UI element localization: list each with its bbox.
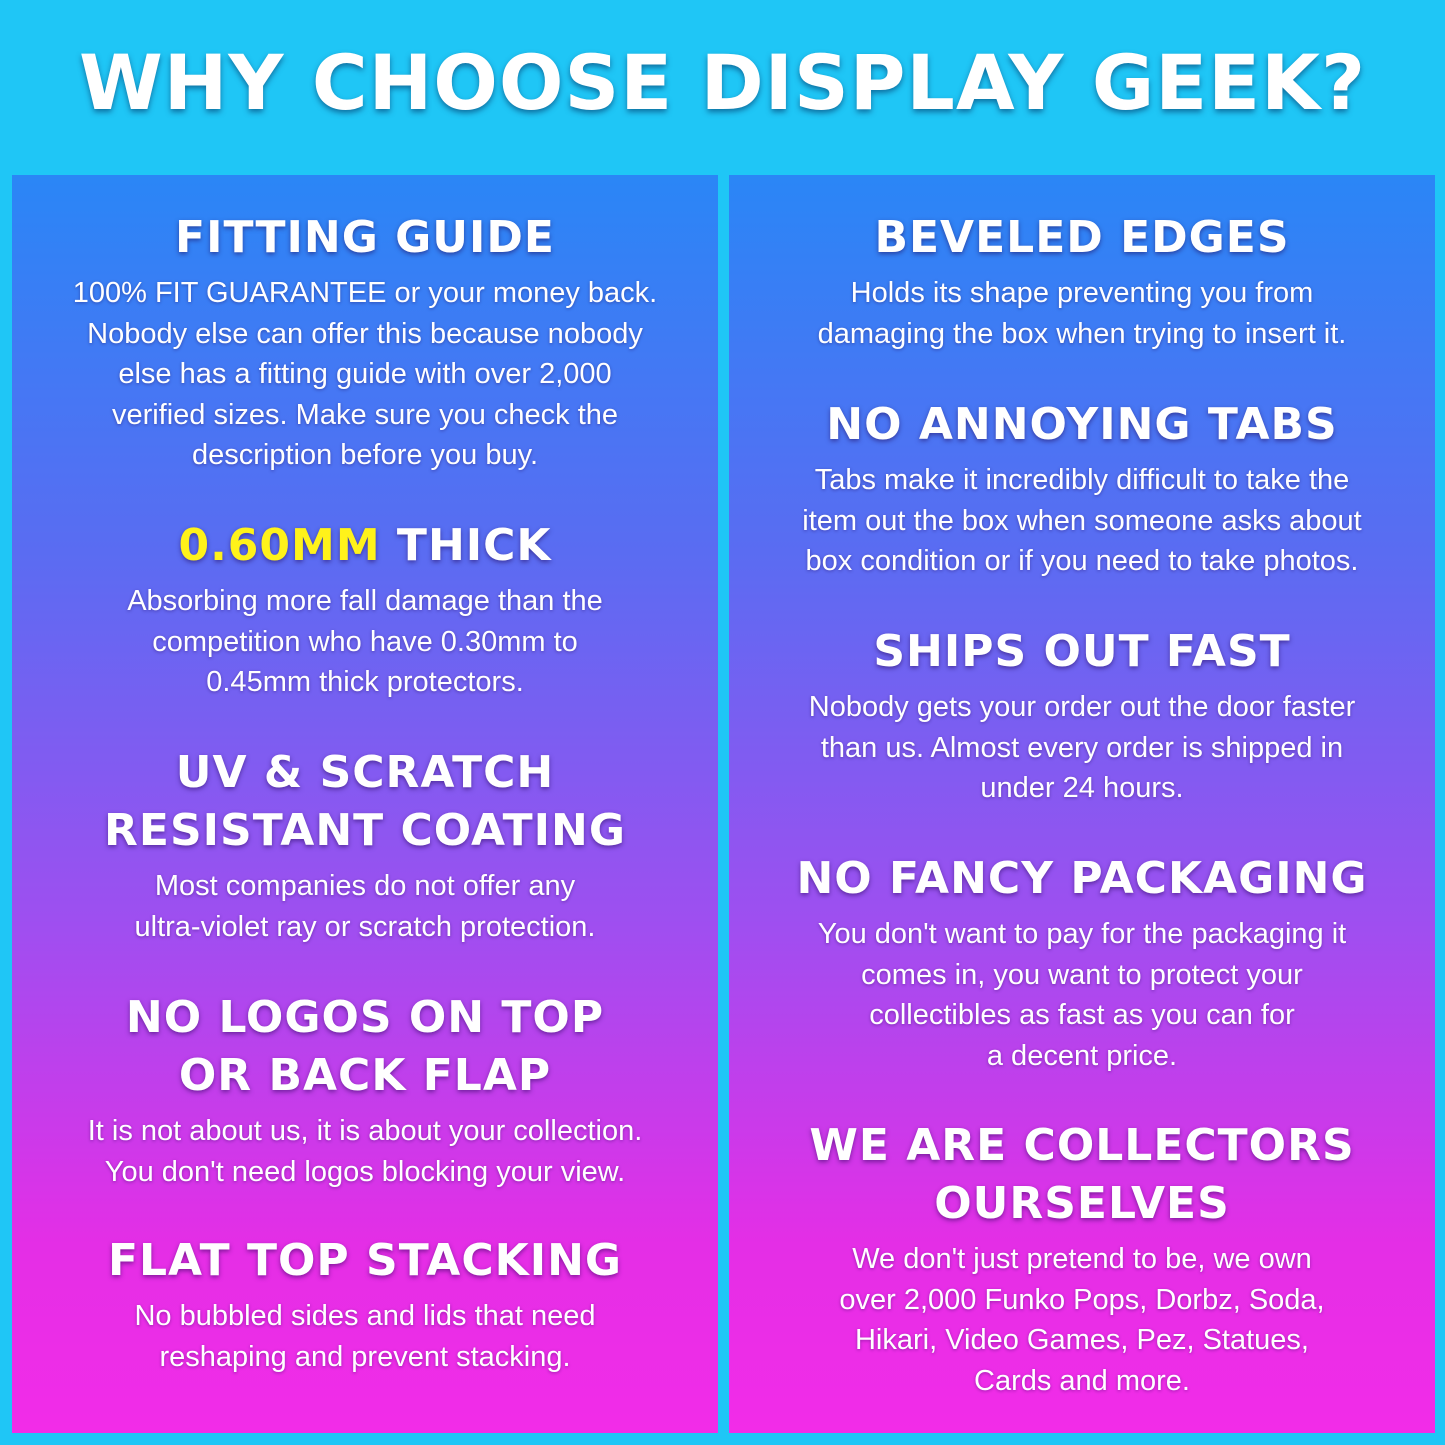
heading-text: THICK	[380, 520, 552, 571]
feature-heading: SHIPS OUT FAST	[729, 623, 1435, 681]
feature-description: It is not about us, it is about your col…	[12, 1111, 718, 1192]
heading-line: RESISTANT COATING	[104, 805, 626, 856]
description-line: than us. Almost every order is shipped i…	[820, 731, 1344, 764]
description-line: under 24 hours.	[980, 772, 1184, 804]
description-line: else has a fitting guide with over 2,000	[118, 358, 612, 390]
feature-description: Absorbing more fall damage than the compe…	[12, 581, 718, 703]
feature-description: Nobody gets your order out the door fast…	[729, 687, 1435, 809]
description-line: box condition or if you need to take pho…	[805, 545, 1359, 577]
description-line: competition who have 0.30mm to	[152, 625, 578, 658]
feature-heading: NO ANNOYING TABS	[729, 396, 1435, 454]
description-line: a decent price.	[986, 1039, 1178, 1072]
heading-line: BEVELED EDGES	[874, 212, 1290, 263]
description-line: Hikari, Video Games, Pez, Statues,	[854, 1324, 1309, 1356]
feature-section: NO FANCY PACKAGING You don't want to pay …	[729, 850, 1435, 1076]
feature-section: NO ANNOYING TABS Tabs make it incredibly …	[729, 396, 1435, 582]
feature-description: 100% FIT GUARANTEE or your money back. No…	[12, 273, 718, 476]
feature-section: WE ARE COLLECTORS OURSELVES We don't just …	[729, 1117, 1435, 1401]
description-line: No bubbled sides and lids that need	[134, 1300, 596, 1332]
feature-section: 0.60MM THICK Absorbing more fall damage t…	[12, 517, 718, 703]
heading-highlight: 0.60MM	[178, 520, 381, 571]
feature-description: No bubbled sides and lids that need resha…	[12, 1296, 718, 1377]
feature-section: UV & SCRATCH RESISTANT COATING Most compan…	[12, 744, 718, 947]
feature-description: Most companies do not offer any ultra-vio…	[12, 866, 718, 947]
feature-section: BEVELED EDGES Holds its shape preventing …	[729, 209, 1435, 354]
heading-line: OR BACK FLAP	[178, 1050, 552, 1101]
description-line: description before you buy.	[191, 439, 539, 471]
description-line: We don't just pretend to be, we own	[852, 1243, 1312, 1275]
heading-line: 0.60MM THICK	[12, 517, 718, 575]
description-line: verified sizes. Make sure you check the	[111, 398, 619, 431]
feature-heading: WE ARE COLLECTORS OURSELVES	[729, 1117, 1435, 1233]
description-line: Holds its shape preventing you from	[850, 277, 1314, 309]
feature-heading: NO FANCY PACKAGING	[729, 850, 1435, 908]
description-line: collectibles as fast as you can for	[869, 999, 1295, 1031]
description-line: Nobody gets your order out the door fast…	[808, 691, 1356, 723]
feature-heading: UV & SCRATCH RESISTANT COATING	[12, 744, 718, 860]
heading-line: OURSELVES	[934, 1178, 1230, 1229]
feature-description: Tabs make it incredibly difficult to tak…	[729, 460, 1435, 582]
feature-heading: BEVELED EDGES	[729, 209, 1435, 267]
left-feature-panel: FITTING GUIDE 100% FIT GUARANTEE or your …	[12, 175, 718, 1433]
heading-line: SHIPS OUT FAST	[873, 626, 1291, 677]
description-line: Cards and more.	[974, 1364, 1190, 1397]
feature-section: SHIPS OUT FAST Nobody gets your order out…	[729, 623, 1435, 809]
heading-line: UV & SCRATCH	[175, 747, 555, 798]
heading-line: NO FANCY PACKAGING	[796, 853, 1368, 904]
description-line: It is not about us, it is about your col…	[87, 1115, 643, 1147]
heading-line: WE ARE COLLECTORS	[809, 1120, 1355, 1171]
feature-section: FLAT TOP STACKING No bubbled sides and li…	[12, 1232, 718, 1377]
description-line: You don't want to pay for the packaging …	[817, 918, 1347, 950]
right-feature-panel: BEVELED EDGES Holds its shape preventing …	[729, 175, 1435, 1433]
feature-description: We don't just pretend to be, we own over …	[729, 1239, 1435, 1401]
description-line: Absorbing more fall damage than the	[127, 585, 603, 617]
page-title: WHY CHOOSE DISPLAY GEEK?	[78, 38, 1367, 127]
description-line: reshaping and prevent stacking.	[159, 1340, 571, 1373]
description-line: Most companies do not offer any	[154, 870, 576, 902]
description-line: You don't need logos blocking your view.	[104, 1155, 626, 1188]
feature-heading: 0.60MM THICK	[12, 517, 718, 575]
description-line: comes in, you want to protect your	[861, 958, 1303, 991]
heading-line: FLAT TOP STACKING	[107, 1235, 623, 1286]
heading-line: NO LOGOS ON TOP	[125, 992, 605, 1043]
description-line: damaging the box when trying to insert i…	[817, 317, 1347, 350]
feature-heading: FLAT TOP STACKING	[12, 1232, 718, 1290]
feature-description: You don't want to pay for the packaging …	[729, 914, 1435, 1076]
description-line: 100% FIT GUARANTEE or your money back.	[72, 277, 658, 309]
feature-section: NO LOGOS ON TOP OR BACK FLAP It is not abo…	[12, 989, 718, 1192]
feature-section: FITTING GUIDE 100% FIT GUARANTEE or your …	[12, 209, 718, 476]
description-line: over 2,000 Funko Pops, Dorbz, Soda,	[839, 1283, 1325, 1316]
description-line: 0.45mm thick protectors.	[206, 666, 524, 698]
heading-line: NO ANNOYING TABS	[826, 399, 1338, 450]
description-line: Nobody else can offer this because nobod…	[87, 317, 643, 350]
feature-heading: NO LOGOS ON TOP OR BACK FLAP	[12, 989, 718, 1105]
feature-heading: FITTING GUIDE	[12, 209, 718, 267]
description-line: Tabs make it incredibly difficult to tak…	[814, 464, 1350, 496]
description-line: ultra-violet ray or scratch protection.	[134, 910, 596, 943]
description-line: item out the box when someone asks about	[802, 504, 1362, 537]
heading-line: FITTING GUIDE	[175, 212, 555, 263]
feature-description: Holds its shape preventing you from damag…	[729, 273, 1435, 354]
